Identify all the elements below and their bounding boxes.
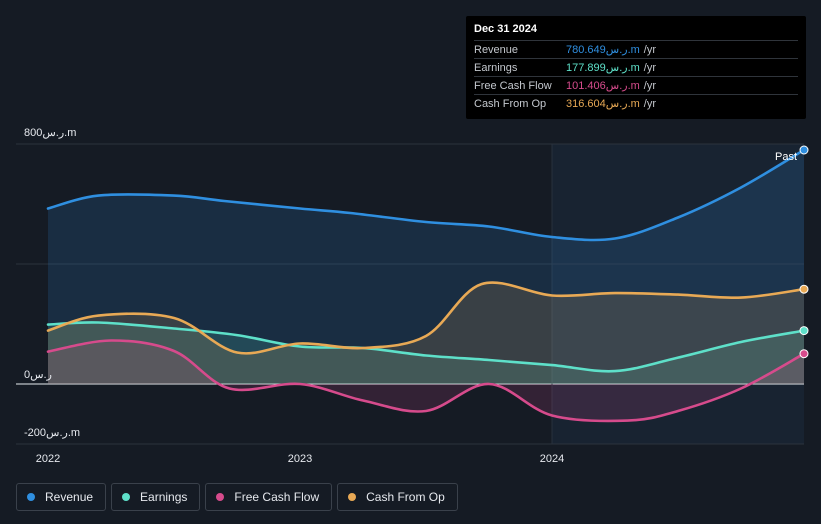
- tooltip-value: 101.406ر.س.m: [566, 80, 640, 92]
- legend: Revenue Earnings Free Cash Flow Cash From O…: [16, 483, 458, 511]
- legend-item-free-cash-flow[interactable]: Free Cash Flow: [205, 483, 333, 511]
- line-revenue: [46, 148, 806, 242]
- line-free-cash-flow: [46, 339, 806, 423]
- end-marker-cash-from-op: [799, 284, 809, 294]
- tooltip-label: Earnings: [474, 61, 518, 74]
- tooltip-label: Revenue: [474, 43, 519, 56]
- axis-labels: 800ر.س.m 0ر.س -200ر.س.m 2022 2023 2024 Past: [24, 127, 797, 465]
- legend-item-earnings[interactable]: Earnings: [111, 483, 201, 511]
- tooltip-label: Free Cash Flow: [474, 79, 552, 92]
- area-free-cash-flow: [48, 340, 804, 421]
- tooltip-value: 780.649ر.س.m: [566, 44, 640, 56]
- line-earnings: [46, 321, 806, 373]
- tooltip-unit: /yr: [643, 43, 657, 56]
- y-tick-label: 0ر.س: [24, 369, 52, 381]
- tooltip-value: 316.604ر.س.m: [566, 98, 640, 110]
- tooltip-unit: /yr: [643, 61, 657, 74]
- tooltip-row-free-cash-flow: Free Cash Flow 101.406ر.س.m/yr: [474, 76, 798, 94]
- area-earnings: [48, 322, 804, 384]
- past-label: Past: [775, 151, 797, 163]
- y-tick-label: -200ر.س.m: [24, 427, 80, 439]
- series-lines: [46, 148, 806, 423]
- tooltip: Dec 31 2024 Revenue 780.649ر.س.m/yr Earnin…: [466, 16, 806, 119]
- y-tick-label: 800ر.س.m: [24, 127, 76, 139]
- tooltip-row-cash-from-op: Cash From Op 316.604ر.س.m/yr: [474, 94, 798, 112]
- tooltip-unit: /yr: [643, 97, 657, 110]
- legend-dot-icon: [27, 493, 35, 501]
- x-tick-label: 2022: [36, 453, 60, 465]
- legend-label: Free Cash Flow: [234, 490, 320, 504]
- line-cash-from-op: [46, 281, 806, 355]
- area-revenue: [48, 150, 804, 384]
- end-marker-free-cash-flow: [799, 349, 809, 359]
- end-marker-earnings: [799, 326, 809, 336]
- legend-dot-icon: [348, 493, 357, 501]
- series-areas: [48, 150, 804, 421]
- tooltip-row-earnings: Earnings 177.899ر.س.m/yr: [474, 58, 798, 76]
- legend-label: Revenue: [45, 490, 94, 504]
- tooltip-row-revenue: Revenue 780.649ر.س.m/yr: [474, 40, 798, 58]
- tooltip-value: 177.899ر.س.m: [566, 62, 640, 74]
- x-tick-label: 2023: [288, 453, 312, 465]
- legend-dot-icon: [122, 493, 131, 501]
- grid: [16, 143, 804, 445]
- legend-label: Cash From Op: [366, 490, 445, 504]
- legend-item-cash-from-op[interactable]: Cash From Op: [337, 483, 458, 511]
- legend-label: Earnings: [140, 490, 188, 504]
- x-tick-label: 2024: [540, 453, 564, 465]
- legend-item-revenue[interactable]: Revenue: [16, 483, 107, 511]
- end-marker-revenue: [799, 145, 809, 155]
- legend-dot-icon: [216, 493, 225, 501]
- tooltip-label: Cash From Op: [474, 97, 547, 110]
- tooltip-date: Dec 31 2024: [474, 23, 537, 35]
- area-cash-from-op: [48, 282, 804, 384]
- series-end-markers: [799, 145, 809, 359]
- tooltip-unit: /yr: [643, 79, 657, 92]
